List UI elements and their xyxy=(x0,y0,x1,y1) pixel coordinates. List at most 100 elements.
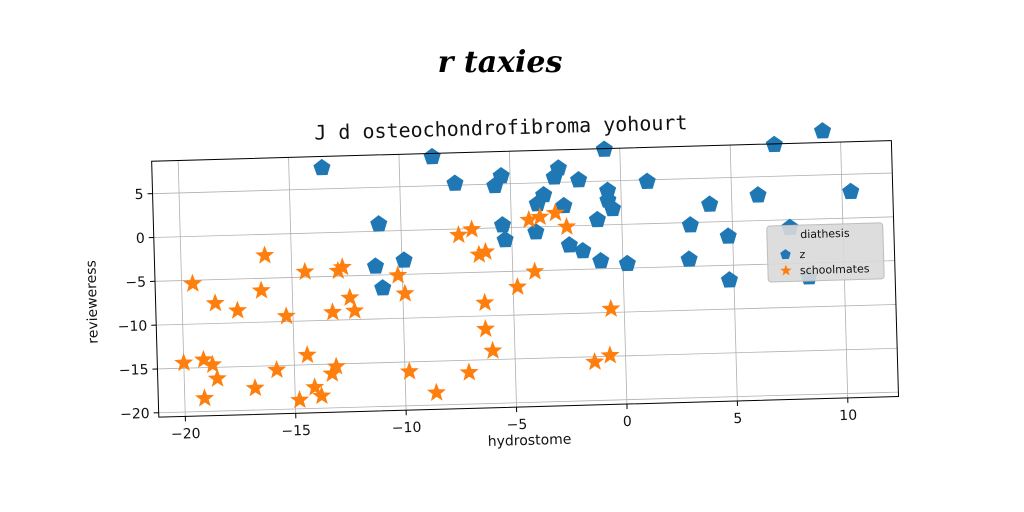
schoolmates-point xyxy=(345,300,365,320)
z-point xyxy=(560,236,578,253)
legend-marker-z xyxy=(780,249,791,260)
schoolmates-point xyxy=(290,390,310,409)
schoolmates-point xyxy=(183,273,203,293)
schoolmates-point xyxy=(202,354,222,374)
z-point xyxy=(680,250,698,267)
z-point xyxy=(813,122,832,139)
y-tick-label: −15 xyxy=(119,362,149,379)
schoolmates-point xyxy=(507,276,527,296)
y-axis-ticks: −20 −15 −10 −5 0 5 xyxy=(118,187,159,423)
z-point xyxy=(603,199,622,217)
y-tick-label: −20 xyxy=(120,406,150,423)
z-point xyxy=(492,167,510,184)
schoolmates-point xyxy=(295,261,315,281)
schoolmates-point xyxy=(255,245,275,264)
x-tick-label: 0 xyxy=(623,414,632,430)
schoolmates-point xyxy=(519,209,539,229)
schoolmates-point xyxy=(305,377,325,396)
schoolmates-point xyxy=(174,352,194,372)
schoolmates-point xyxy=(525,261,545,280)
schoolmates-point xyxy=(205,293,225,312)
z-point xyxy=(527,223,545,240)
z-point xyxy=(720,271,739,288)
z-point xyxy=(555,196,573,214)
schoolmates-point xyxy=(251,280,271,299)
z-point xyxy=(681,216,699,233)
schoolmates-point xyxy=(601,298,621,318)
z-point xyxy=(549,159,567,176)
x-axis-ticks: −20 −15 −10 −5 0 5 10 xyxy=(171,397,857,443)
schoolmates-point xyxy=(530,207,550,226)
legend-marker-schoolmates xyxy=(780,264,792,276)
z-point xyxy=(749,186,767,203)
legend-box xyxy=(766,222,885,283)
schoolmates-point xyxy=(297,345,317,364)
schoolmates-point xyxy=(267,359,287,379)
x-tick-label: −10 xyxy=(392,420,422,437)
z-point xyxy=(588,210,606,228)
schoolmates-point xyxy=(312,385,332,405)
x-tick-label: 5 xyxy=(733,411,742,427)
z-point xyxy=(701,195,719,212)
y-axis-label: revieweress xyxy=(83,260,101,344)
z-point xyxy=(599,181,617,199)
x-grid-line xyxy=(619,148,628,405)
x-axis-label: hydrostome xyxy=(488,432,572,450)
y-tick-label: 0 xyxy=(136,231,145,247)
x-grid-line xyxy=(177,160,186,417)
schoolmates-point xyxy=(245,378,265,397)
schoolmates-point xyxy=(545,203,565,222)
schoolmates-point xyxy=(399,361,419,380)
x-tick-label: 10 xyxy=(839,408,857,424)
z-point xyxy=(842,182,860,200)
y-tick-label: 5 xyxy=(134,187,143,203)
schoolmates-point xyxy=(476,241,496,261)
z-point xyxy=(493,216,512,233)
z-point xyxy=(313,158,331,176)
scatter-plot: −20 −15 −10 −5 0 5 10 −20 −15 −10 −5 0 5 J d osteoc… xyxy=(83,110,900,450)
y-grid-line xyxy=(156,304,896,326)
schoolmates-point xyxy=(585,351,605,371)
schoolmates-point xyxy=(476,319,496,338)
z-point xyxy=(618,254,636,272)
schoolmates-point xyxy=(388,265,408,284)
y-tick-label: −10 xyxy=(118,318,148,335)
z-point xyxy=(395,251,413,268)
schoolmates-point xyxy=(227,300,248,319)
schoolmates-point xyxy=(483,340,503,360)
z-point xyxy=(423,147,441,165)
z-point xyxy=(528,194,546,212)
z-point xyxy=(570,171,588,188)
z-point xyxy=(374,279,392,296)
x-grid-line xyxy=(508,151,517,408)
schoolmates-point xyxy=(207,368,227,387)
schoolmates-point xyxy=(326,356,346,375)
schoolmates-point xyxy=(426,382,446,401)
z-point xyxy=(370,215,388,232)
schoolmates-point xyxy=(462,219,482,238)
schoolmates-point xyxy=(323,302,343,321)
z-point xyxy=(574,241,592,259)
legend-label-schoolmates: schoolmates xyxy=(800,262,870,277)
schoolmates-point xyxy=(276,306,296,325)
y-grid-line xyxy=(158,391,899,414)
schoolmates-point xyxy=(469,244,489,263)
z-point xyxy=(446,174,464,191)
z-point xyxy=(638,172,656,190)
figure-suptitle: r taxies xyxy=(438,45,563,80)
x-tick-label: −5 xyxy=(506,417,527,434)
y-grid-line xyxy=(152,172,893,195)
schoolmates-point xyxy=(332,257,352,276)
schoolmates-point xyxy=(600,345,620,364)
x-grid-line xyxy=(288,157,297,414)
y-grid-line xyxy=(157,347,898,370)
schoolmates-point xyxy=(449,225,469,244)
y-tick-label: −5 xyxy=(125,275,146,292)
schoolmates-point xyxy=(459,362,479,381)
legend-title: diathesis xyxy=(800,227,850,241)
z-point xyxy=(496,230,514,248)
x-tick-label: −20 xyxy=(171,426,201,443)
